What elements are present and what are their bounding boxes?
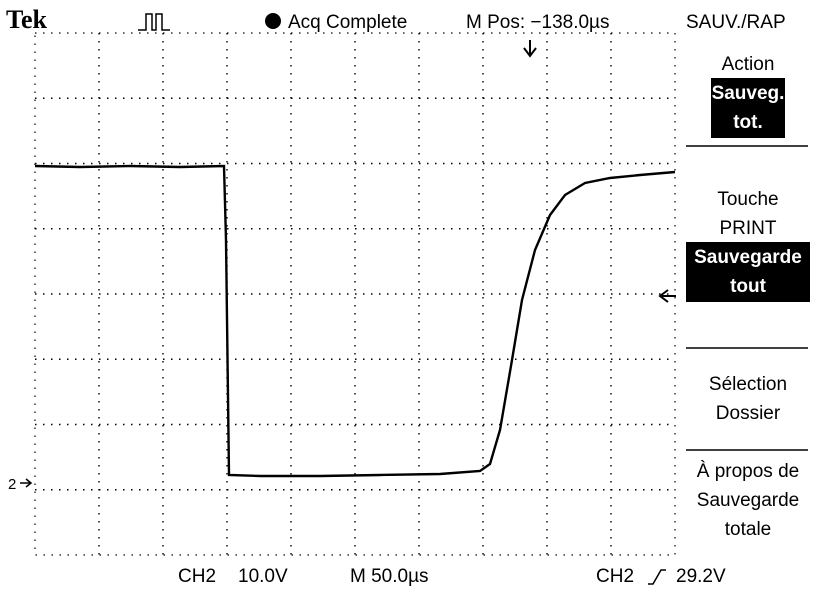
brand: Tek [6,5,47,34]
menu-label: Sélection [709,374,787,395]
menu-label: PRINT [720,218,777,239]
menu-label: Action [722,54,775,75]
side-menu: Action Sauveg. tot. Touche PRINT Sauvegarde to… [686,54,810,540]
footer-channel: CH2 [178,566,216,587]
graticule-border [34,32,676,556]
footer-timebase: M 50.0µs [350,566,429,587]
channel-marker-arrow [20,478,33,488]
trigger-icon [138,13,170,31]
status: Acq Complete [288,12,407,33]
menu-title: SAUV./RAP [686,12,786,33]
menu-label: Sauvegarde [697,490,799,511]
menu-selected: Sauvegarde [694,247,802,268]
trigger-position-arrow [523,40,537,58]
menu-label: À propos de [697,461,799,482]
waveform [34,164,676,478]
menu-selected-box [686,242,810,302]
menu-label: Touche [717,189,778,210]
menu-selected-box [711,78,785,138]
trigger-slope-icon [648,569,666,585]
menu-separators [686,145,808,451]
footer-volts: 10.0V [238,566,288,587]
position: M Pos: −138.0µs [466,12,610,33]
trigger-level-arrow [658,289,676,303]
menu-selected: tout [730,276,767,297]
status-dot [265,13,281,29]
footer-trigger-level: 29.2V [676,566,726,587]
menu-selected: tot. [733,112,763,133]
menu-label: totale [725,519,771,540]
menu-label: Dossier [716,403,781,424]
graticule [35,33,675,555]
channel-marker: 2 [8,476,16,493]
menu-selected: Sauveg. [712,83,785,104]
footer-trigger-channel: CH2 [596,566,634,587]
